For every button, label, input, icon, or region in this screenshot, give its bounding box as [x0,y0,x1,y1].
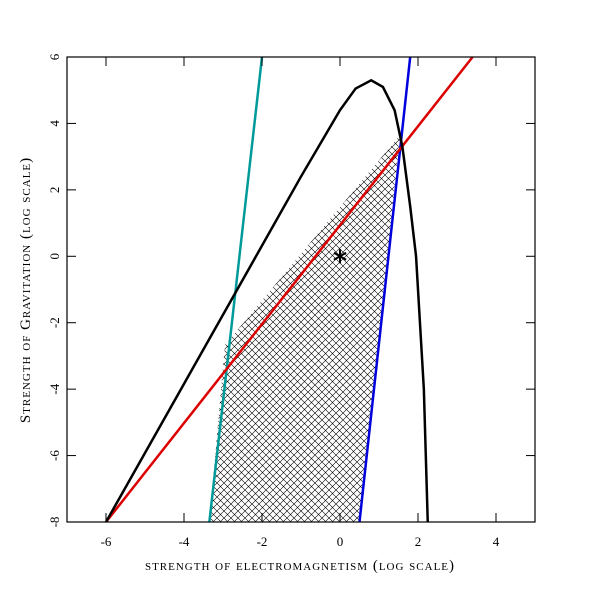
x-tick-label: -4 [179,534,190,549]
line [358,57,412,522]
y-tick-label: 0 [47,253,62,260]
marker [333,249,347,264]
plot-frame [66,56,536,523]
x-tick-label: 2 [415,534,422,549]
y-tick-label: 2 [47,187,62,194]
y-tick-label: 6 [47,53,62,60]
y-axis-label: Strength of Gravitation (log scale) [18,157,34,423]
line [104,78,429,522]
x-tick-label: -2 [257,534,268,549]
x-tick-label: -6 [101,534,112,549]
shaded-region [209,135,401,522]
y-tick-label: -2 [47,317,62,328]
line [208,57,264,522]
x-axis-label: strength of electromagnetism (log scale) [145,558,455,574]
line [105,57,474,522]
x-tick-label: 0 [337,534,344,549]
y-tick-label: -6 [47,450,62,461]
y-tick-label: -8 [47,517,62,528]
y-tick-label: 4 [47,120,62,127]
y-tick-label: -4 [47,383,62,394]
x-tick-label: 4 [493,534,500,549]
